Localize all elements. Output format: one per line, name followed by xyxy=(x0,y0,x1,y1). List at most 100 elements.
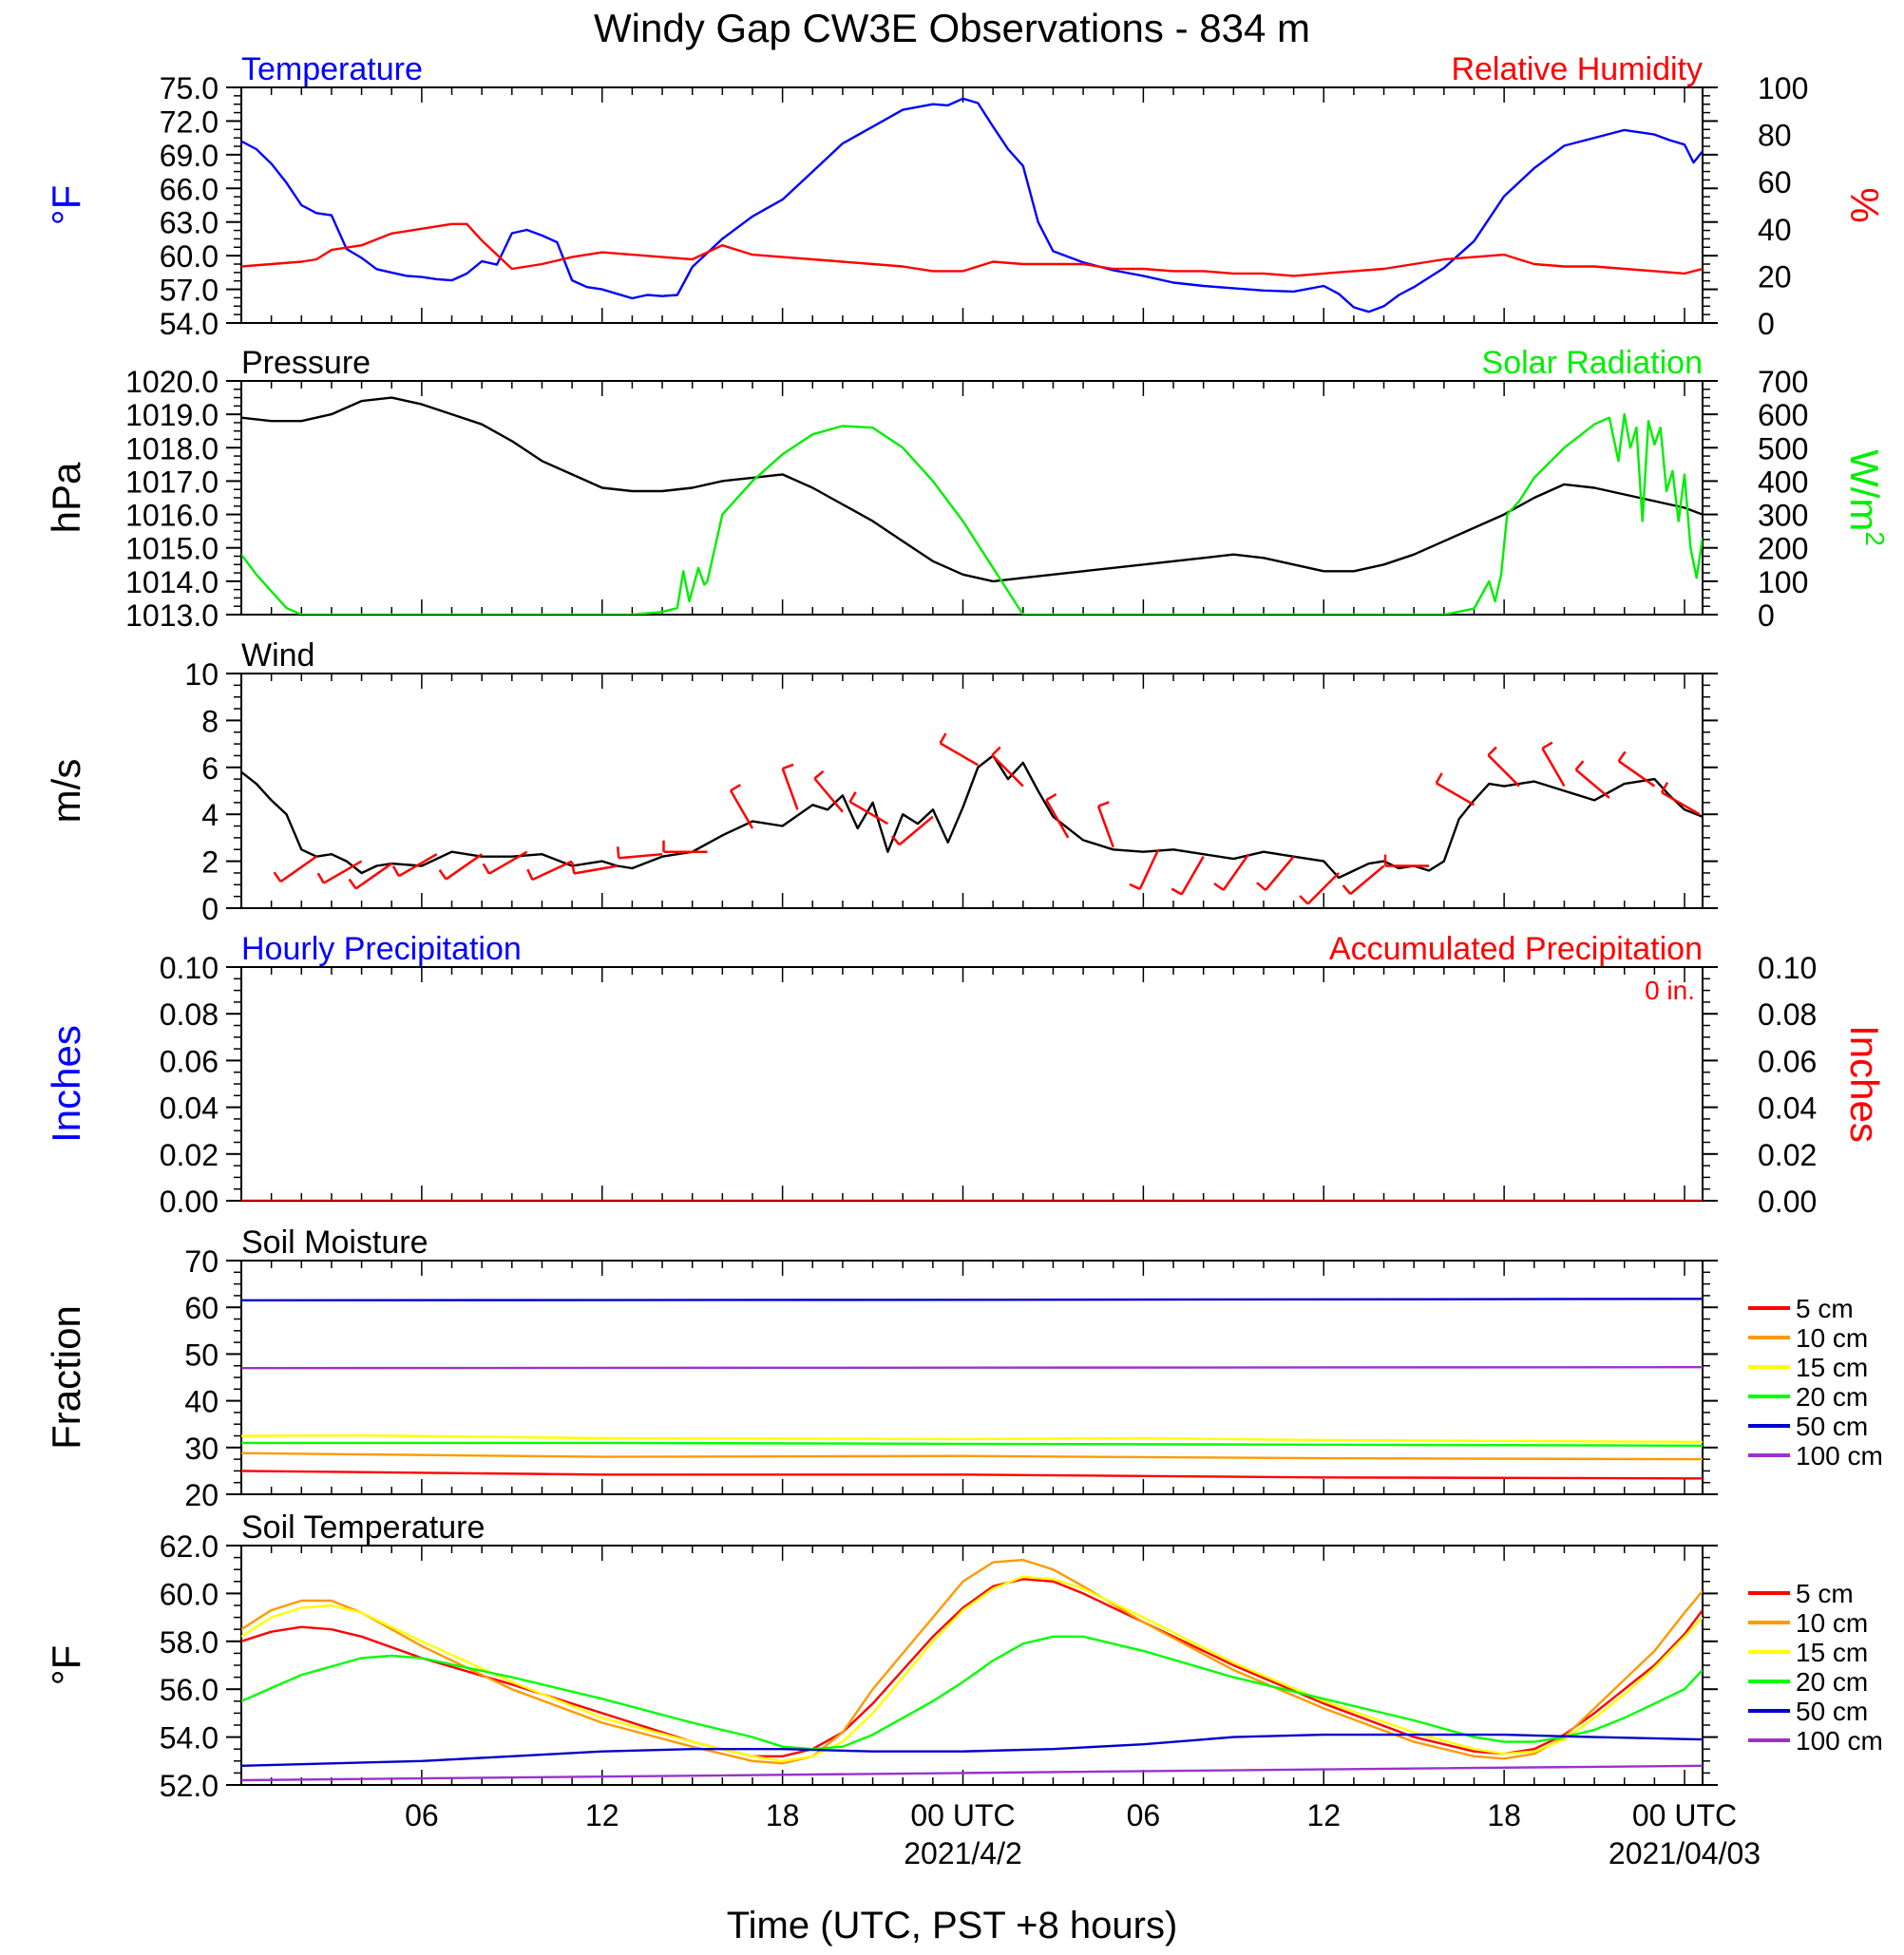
y-tick-label-left: 60.0 xyxy=(160,239,219,274)
legend-entry: 15 cm xyxy=(1796,1638,1868,1667)
wind-barb xyxy=(391,853,438,878)
y-axis-label-right: % xyxy=(1842,187,1887,222)
wind-barb xyxy=(526,860,573,882)
wind-barb xyxy=(273,855,317,883)
y-tick-label-right: 80 xyxy=(1758,119,1792,153)
x-date-label: 2021/4/2 xyxy=(904,1836,1022,1870)
y-tick-label-right: 0.08 xyxy=(1758,997,1817,1032)
series-line xyxy=(241,1298,1703,1301)
y-tick-label-left: 57.0 xyxy=(160,274,219,308)
y-axis-label-left: m/s xyxy=(44,759,88,824)
y-tick-label-right: 0.04 xyxy=(1758,1091,1817,1126)
wind-barb xyxy=(991,746,1024,788)
y-tick-label-left: 58.0 xyxy=(160,1625,219,1660)
series-line xyxy=(241,1470,1703,1480)
series-line xyxy=(241,1635,1703,1751)
figure-title: Windy Gap CW3E Observations - 834 m xyxy=(594,6,1310,50)
y-tick-label-left: 8 xyxy=(201,704,219,738)
legend-entry: 5 cm xyxy=(1796,1294,1854,1323)
series-line xyxy=(241,97,1703,313)
wind-barb xyxy=(1541,741,1566,788)
y-axis-label-right: W/m2 xyxy=(1842,449,1890,546)
legend-entry: 50 cm xyxy=(1796,1697,1868,1726)
y-tick-label-left: 0.06 xyxy=(160,1044,219,1078)
y-tick-label-left: 0 xyxy=(201,892,219,926)
y-axis-label-left: Fraction xyxy=(44,1305,88,1450)
panel-title-right: Solar Radiation xyxy=(1482,345,1703,381)
series-group xyxy=(241,732,1703,905)
y-tick-label-left: 40 xyxy=(184,1385,219,1419)
series-line xyxy=(241,396,1703,583)
y-tick-label-left: 0.00 xyxy=(160,1185,219,1219)
y-tick-label-right: 0 xyxy=(1758,598,1775,633)
x-tick-label: 18 xyxy=(766,1798,800,1832)
series-line xyxy=(241,1578,1703,1757)
x-tick-label: 06 xyxy=(405,1798,439,1832)
legend-entry: 50 cm xyxy=(1796,1412,1868,1441)
panel-4: 0.00 0.02 0.04 0.06 0.08 0.10 0.00 0.02 0.04 0.06… xyxy=(44,931,1887,1219)
y-axis-label-left: °F xyxy=(44,185,88,225)
wind-barb xyxy=(890,815,934,846)
wind-barb xyxy=(348,863,392,890)
y-tick-label-left: 1015.0 xyxy=(125,532,219,566)
y-tick-label-left: 60.0 xyxy=(160,1577,219,1611)
y-tick-label-right: 60 xyxy=(1758,165,1792,199)
y-tick-label-left: 52.0 xyxy=(160,1769,219,1803)
y-tick-label-left: 4 xyxy=(201,798,219,832)
wind-barb xyxy=(1435,772,1476,807)
panel-title-left: Soil Moisture xyxy=(241,1224,428,1261)
series-line xyxy=(241,1366,1703,1370)
wind-barb xyxy=(781,763,799,810)
panel-title-left: Hourly Precipitation xyxy=(241,931,522,967)
y-tick-label-right: 0.02 xyxy=(1758,1138,1817,1172)
x-tick-label: 12 xyxy=(585,1798,619,1832)
y-tick-label-right: 300 xyxy=(1758,499,1808,533)
y-tick-label-left: 60 xyxy=(184,1291,219,1325)
y-tick-label-left: 56.0 xyxy=(160,1673,219,1707)
series-line xyxy=(241,1452,1703,1461)
y-tick-label-left: 1017.0 xyxy=(125,465,219,499)
y-tick-label-left: 50 xyxy=(184,1338,219,1372)
y-tick-label-left: 10 xyxy=(184,657,219,692)
legend-entry: 10 cm xyxy=(1796,1608,1868,1638)
x-date-label: 2021/04/03 xyxy=(1609,1836,1761,1870)
y-tick-label-left: 70 xyxy=(184,1244,219,1279)
y-tick-label-left: 30 xyxy=(184,1432,219,1466)
panel-title-left: Soil Temperature xyxy=(241,1509,485,1546)
y-tick-label-left: 1019.0 xyxy=(125,398,219,432)
panel-3: 0 2 4 6 8 10 Wind m/s xyxy=(44,637,1718,926)
wind-barb xyxy=(1129,848,1160,891)
y-tick-label-left: 1020.0 xyxy=(125,365,219,399)
y-tick-label-right: 200 xyxy=(1758,532,1808,566)
y-tick-label-left: 20 xyxy=(184,1478,219,1512)
x-tick-label: 18 xyxy=(1487,1798,1521,1832)
wind-barb xyxy=(438,853,483,881)
wind-barb xyxy=(1574,760,1610,799)
panel-title-left: Pressure xyxy=(241,345,371,381)
y-tick-label-left: 1018.0 xyxy=(125,431,219,465)
y-tick-label-left: 54.0 xyxy=(160,1721,219,1756)
wind-barb xyxy=(1171,856,1205,896)
y-tick-label-left: 75.0 xyxy=(160,71,219,105)
y-tick-label-left: 6 xyxy=(201,751,219,786)
x-tick-label: 12 xyxy=(1306,1798,1341,1832)
y-tick-label-left: 66.0 xyxy=(160,172,219,206)
y-tick-label-right: 700 xyxy=(1758,365,1808,399)
y-tick-label-left: 62.0 xyxy=(160,1529,219,1564)
series-line xyxy=(241,1733,1703,1767)
panel-title-right: Relative Humidity xyxy=(1451,51,1703,87)
wind-barb xyxy=(813,769,844,813)
panel-5: 20 30 40 50 60 70 Soil Moisture Fraction 5 cm10 … xyxy=(44,1224,1883,1512)
y-tick-label-left: 63.0 xyxy=(160,206,219,240)
y-tick-label-right: 20 xyxy=(1758,259,1792,294)
wind-barb xyxy=(848,791,889,826)
wind-barb xyxy=(316,860,363,884)
y-axis-label-left: °F xyxy=(44,1645,88,1685)
series-group xyxy=(241,1298,1703,1480)
panel-2: 1013.01014.01015.01016.01017.01018.01019… xyxy=(44,345,1890,633)
y-tick-label-left: 69.0 xyxy=(160,139,219,173)
series-line xyxy=(241,1575,1703,1762)
panel-6: 52.0 54.0 56.0 58.0 60.0 62.0 Soil Temperature… xyxy=(44,1509,1883,1803)
